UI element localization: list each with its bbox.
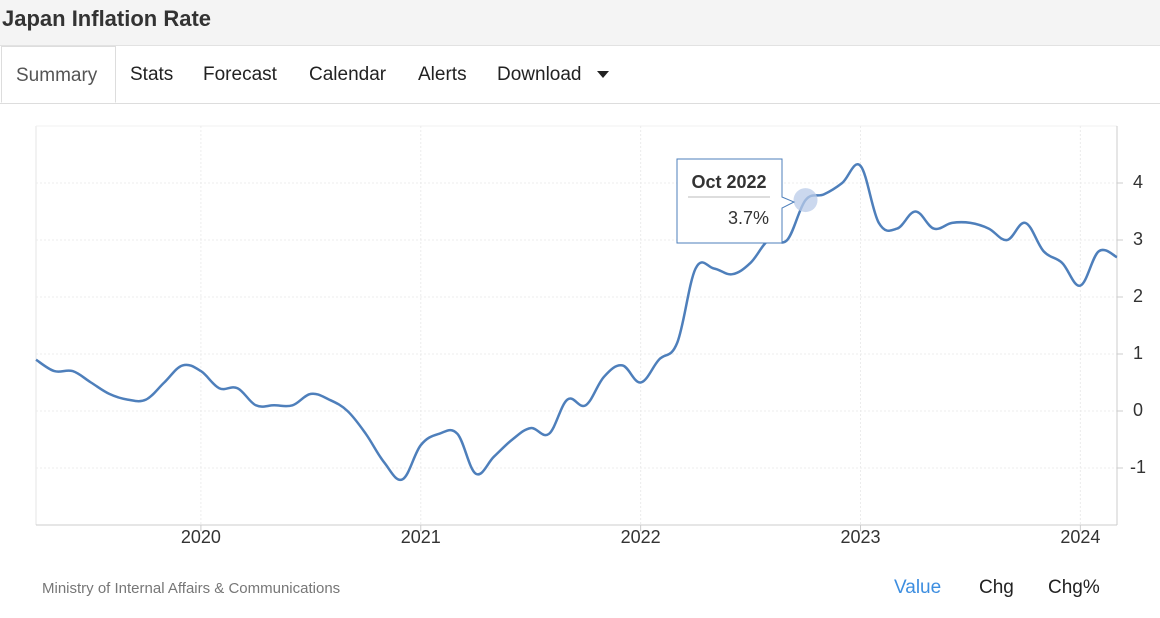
tab[interactable]: Calendar [309,64,387,85]
hover-marker [793,188,818,213]
tab[interactable]: Forecast [203,64,277,85]
tooltip-title: Oct 2022 [691,172,766,192]
x-tick-label: 2020 [181,527,221,547]
tooltip-box [676,158,796,244]
switch[interactable]: Value [894,577,942,598]
y-tick-label: 3 [1133,229,1143,249]
tab-bar: Summary Stats Forecast Calendar Alerts D… [0,46,1160,104]
tab[interactable]: Download [497,64,582,85]
source: Ministry of Internal Affairs & Communica… [42,580,341,597]
y-tick-label: 1 [1133,343,1143,363]
tab[interactable]: Summary [1,46,116,103]
x-tick-label: 2024 [1060,527,1100,547]
y-tick-label: 4 [1133,172,1143,192]
y-tick-label: -1 [1130,457,1146,477]
x-tick-label: 2022 [621,527,661,547]
x-tick-label: 2021 [401,527,441,547]
tab[interactable]: Alerts [418,64,467,85]
chart: -1 0 1 2 3 4 2020 2021 2022 2023 2024 Oct 2022 3.7% [35,125,1146,547]
page-title: Japan Inflation Rate [2,6,212,31]
tooltip-value: 3.7% [728,208,769,228]
tab[interactable]: Stats [130,64,174,85]
header: Japan Inflation Rate [0,0,1160,46]
dropdown-caret [597,71,609,78]
series-line [35,163,1118,482]
switch[interactable]: Chg% [1048,577,1100,598]
y-tick-label: 0 [1133,400,1143,420]
switch[interactable]: Chg [979,577,1014,598]
x-tick-label: 2023 [840,527,880,547]
y-tick-label: 2 [1133,286,1143,306]
tooltip: Oct 2022 3.7% [676,158,796,244]
